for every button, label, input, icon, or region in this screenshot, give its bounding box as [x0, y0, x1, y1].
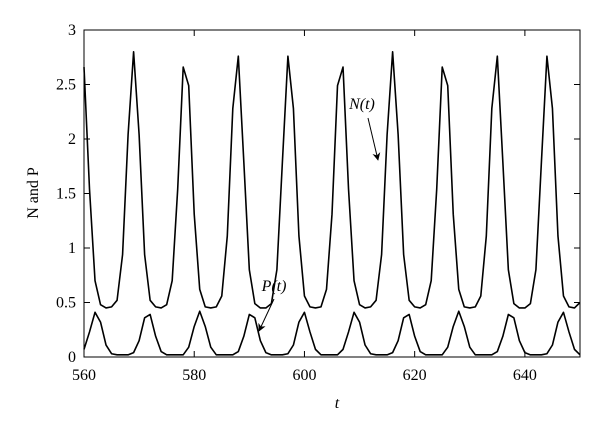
x-tick-label: 620 — [403, 367, 427, 384]
x-tick-label: 640 — [513, 367, 537, 384]
y-tick-label: 1.5 — [56, 186, 76, 203]
y-tick-label: 1 — [68, 240, 76, 257]
y-tick-label: 0.5 — [56, 295, 76, 312]
y-tick-label: 3 — [68, 22, 76, 39]
annotation-arrow — [367, 117, 381, 161]
series-line — [83, 310, 581, 356]
y-tick-label: 2 — [68, 131, 76, 148]
series-line — [83, 51, 581, 309]
y-axis-label: N and P — [25, 167, 42, 219]
x-tick-label: 580 — [182, 367, 206, 384]
annotation: N(t) — [348, 96, 375, 113]
x-tick-label: 560 — [72, 367, 96, 384]
x-tick-label: 600 — [292, 367, 316, 384]
y-tick-label: 2.5 — [56, 77, 76, 94]
x-axis-label: t — [335, 395, 340, 412]
y-tick-label: 0 — [68, 349, 76, 366]
